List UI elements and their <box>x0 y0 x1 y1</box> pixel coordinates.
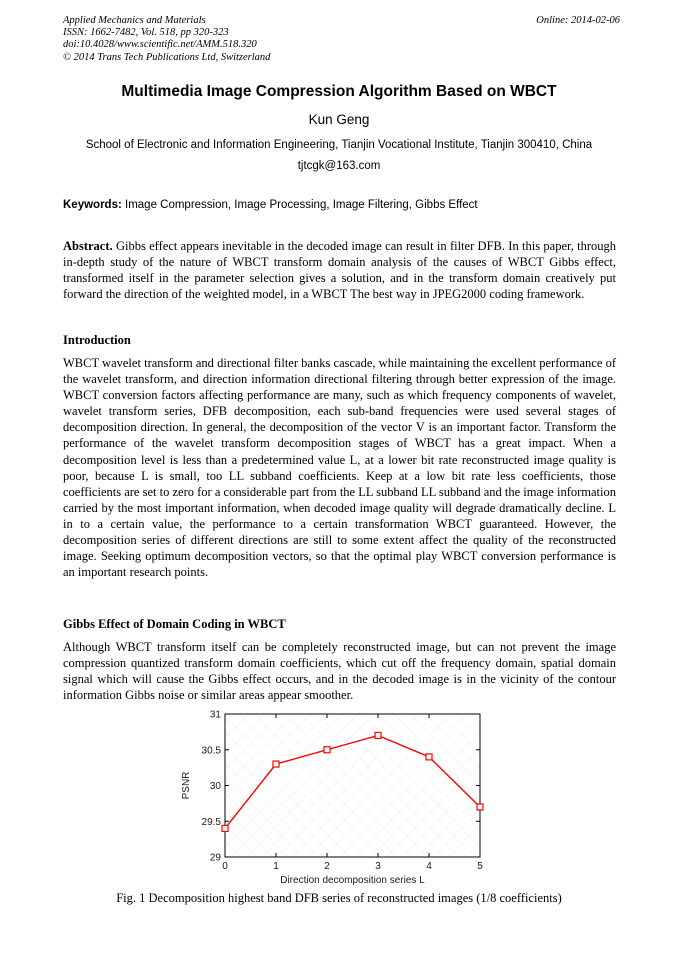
figure-1-chart: 0 1 2 3 4 5 29 29.5 30 30.5 31 Direction decomposit… <box>176 704 488 890</box>
section-body-introduction: WBCT wavelet transform and directional f… <box>63 356 616 580</box>
abstract-paragraph: Abstract. Gibbs effect appears inevitabl… <box>63 238 616 302</box>
section-heading-gibbs-effect: Gibbs Effect of Domain Coding in WBCT <box>63 617 286 631</box>
data-point-marker <box>425 753 433 761</box>
online-date: Online: 2014-02-06 <box>536 15 620 26</box>
paper-title: Multimedia Image Compression Algorithm B… <box>121 83 557 100</box>
x-axis-label: Direction decomposition series L <box>280 875 425 886</box>
abstract-label: Abstract. <box>63 239 113 253</box>
figure-chart-svg: 0 1 2 3 4 5 29 29.5 30 30.5 31 Direction decomposit… <box>181 710 484 886</box>
section-heading-introduction: Introduction <box>63 333 131 347</box>
keywords-label: Keywords: <box>63 199 122 211</box>
axes-box <box>224 713 481 858</box>
doi-line: doi:10.4028/www.scientific.net/AMM.518.3… <box>63 39 257 51</box>
page-header: Applied Mechanics and Materials ISSN: 16… <box>63 15 620 64</box>
y-tick-label: 31 <box>210 710 222 721</box>
author-email: tjtcgk@163.com <box>297 160 381 172</box>
psnr-line <box>224 734 481 829</box>
y-axis-label: PSNR <box>181 772 192 800</box>
y-tick-label: 30 <box>210 781 222 792</box>
data-point-marker <box>272 760 280 768</box>
x-tick-label: 4 <box>426 861 432 872</box>
affiliation: School of Electronic and Information Eng… <box>85 139 593 151</box>
data-point-marker <box>476 803 484 811</box>
x-tick-label: 3 <box>375 861 381 872</box>
section-body-gibbs-effect: Although WBCT transform itself can be co… <box>63 640 616 703</box>
abstract-text: Gibbs effect appears inevitable in the d… <box>63 239 616 302</box>
x-tick-label: 2 <box>324 861 330 872</box>
data-point-marker <box>323 746 331 754</box>
issn-line: ISSN: 1662-7482, Vol. 518, pp 320-323 <box>63 27 229 39</box>
data-point-marker <box>374 731 382 740</box>
y-tick-label: 29 <box>210 853 222 864</box>
keywords-text: Image Compression, Image Processing, Ima… <box>125 199 478 211</box>
journal-info-block: Applied Mechanics and Materials ISSN: 16… <box>63 15 270 64</box>
keywords-line: Keywords: Image Compression, Image Proce… <box>63 199 616 211</box>
x-tick-label: 0 <box>222 861 228 872</box>
author-name: Kun Geng <box>308 112 370 127</box>
copyright-line: © 2014 Trans Tech Publications Ltd, Swit… <box>63 51 271 63</box>
figure-caption: Fig. 1 Decomposition highest band DFB se… <box>116 891 562 905</box>
data-point-marker <box>221 824 229 833</box>
y-tick-label: 29.5 <box>202 817 222 828</box>
x-tick-label: 5 <box>477 861 483 872</box>
y-tick-label: 30.5 <box>202 745 222 756</box>
journal-title: Applied Mechanics and Materials <box>63 15 206 26</box>
x-tick-label: 1 <box>273 861 279 872</box>
